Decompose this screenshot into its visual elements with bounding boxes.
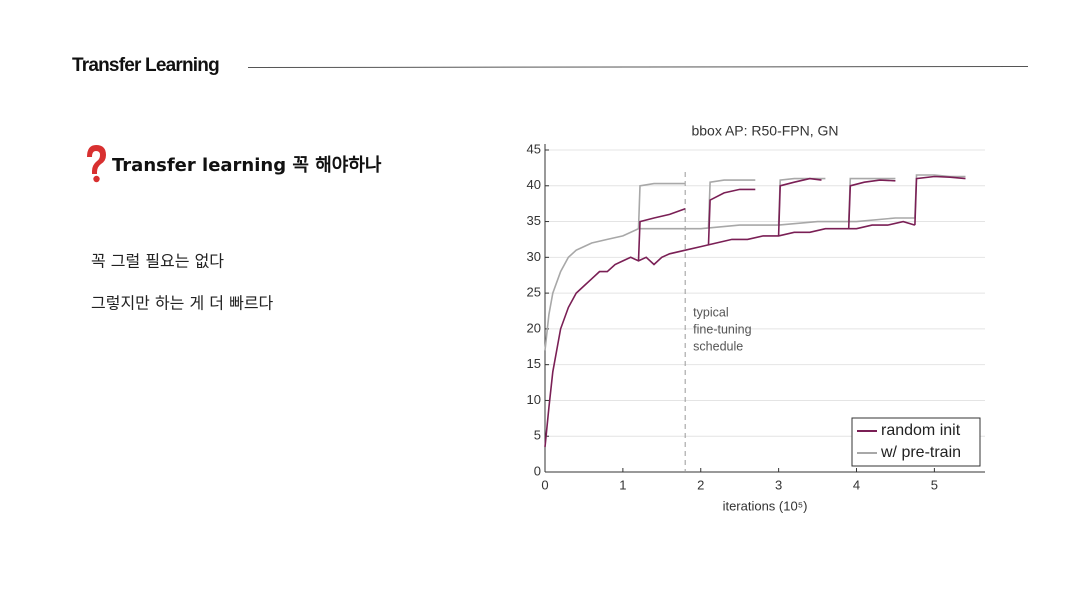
y-tick-label: 45	[527, 141, 541, 156]
x-tick-label: 3	[775, 477, 782, 492]
heading: Transfer learning 꼭 해야하나	[112, 155, 382, 176]
annotation: schedule	[693, 339, 743, 353]
legend-label: w/ pre-train	[880, 444, 961, 461]
y-tick-label: 40	[527, 177, 541, 192]
y-tick-label: 20	[527, 320, 541, 335]
y-tick-label: 35	[527, 213, 541, 228]
x-tick-label: 2	[697, 477, 704, 492]
y-tick-label: 25	[527, 285, 541, 300]
y-tick-label: 15	[527, 356, 541, 371]
y-tick-label: 0	[534, 463, 541, 478]
x-axis-label: iterations (10⁵)	[723, 498, 808, 513]
series-line	[544, 174, 966, 351]
series-line	[544, 175, 966, 448]
x-tick-label: 1	[619, 477, 626, 492]
y-tick-label: 30	[527, 249, 541, 264]
title-rule	[247, 66, 1029, 68]
y-tick-label: 10	[527, 392, 541, 407]
legend-box	[851, 417, 981, 467]
x-tick-label: 5	[931, 477, 938, 492]
slide-title: Transfer Learning	[72, 55, 219, 76]
legend-label: random init	[881, 422, 961, 439]
body-text: 꼭 그럴 필요는 없다	[91, 252, 224, 271]
y-tick-label: 5	[534, 428, 541, 443]
question-icon	[87, 145, 106, 183]
x-tick-label: 4	[853, 477, 860, 492]
body-text: 그렇지만 하는 게 더 빠르다	[91, 294, 274, 313]
annotation: typical	[693, 305, 728, 319]
chart-title: bbox AP: R50-FPN, GN	[691, 123, 838, 139]
x-tick-label: 0	[541, 477, 548, 492]
annotation: fine-tuning	[693, 322, 751, 336]
